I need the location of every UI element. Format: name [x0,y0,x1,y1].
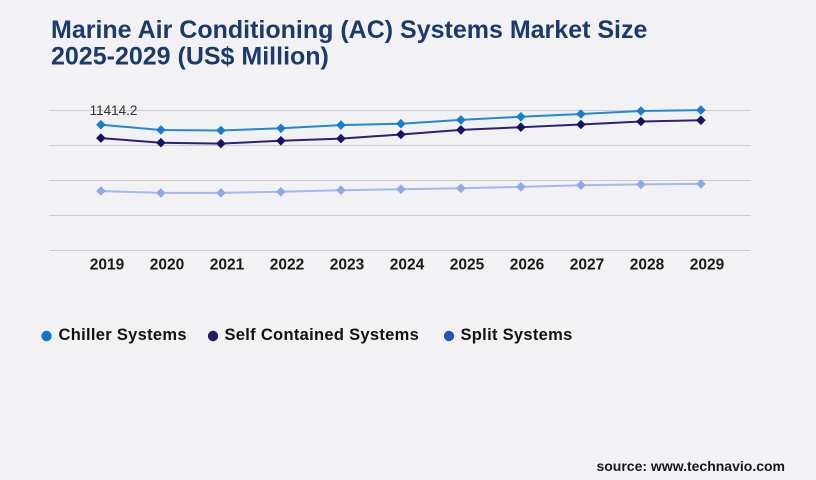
svg-text:Self Contained Systems: Self Contained Systems [225,326,420,344]
svg-text:Split Systems: Split Systems [461,326,573,344]
svg-text:2028: 2028 [630,257,665,274]
svg-text:11414.2: 11414.2 [90,103,138,118]
svg-text:2027: 2027 [570,257,604,274]
svg-text:Marine Air Conditioning (AC) S: Marine Air Conditioning (AC) Systems Mar… [51,16,647,44]
svg-text:2025-2029 (US$ Million): 2025-2029 (US$ Million) [51,43,329,71]
svg-text:2022: 2022 [270,257,304,274]
svg-text:2025: 2025 [450,257,485,274]
svg-text:2021: 2021 [210,257,245,274]
svg-text:2026: 2026 [510,257,545,274]
svg-text:2029: 2029 [690,257,725,274]
svg-text:2019: 2019 [90,257,125,274]
svg-text:2020: 2020 [150,257,184,274]
svg-text:source: www.technavio.com: source: www.technavio.com [596,458,785,474]
svg-text:Chiller Systems: Chiller Systems [59,326,187,344]
svg-text:2024: 2024 [390,257,425,274]
svg-text:2023: 2023 [330,257,365,274]
